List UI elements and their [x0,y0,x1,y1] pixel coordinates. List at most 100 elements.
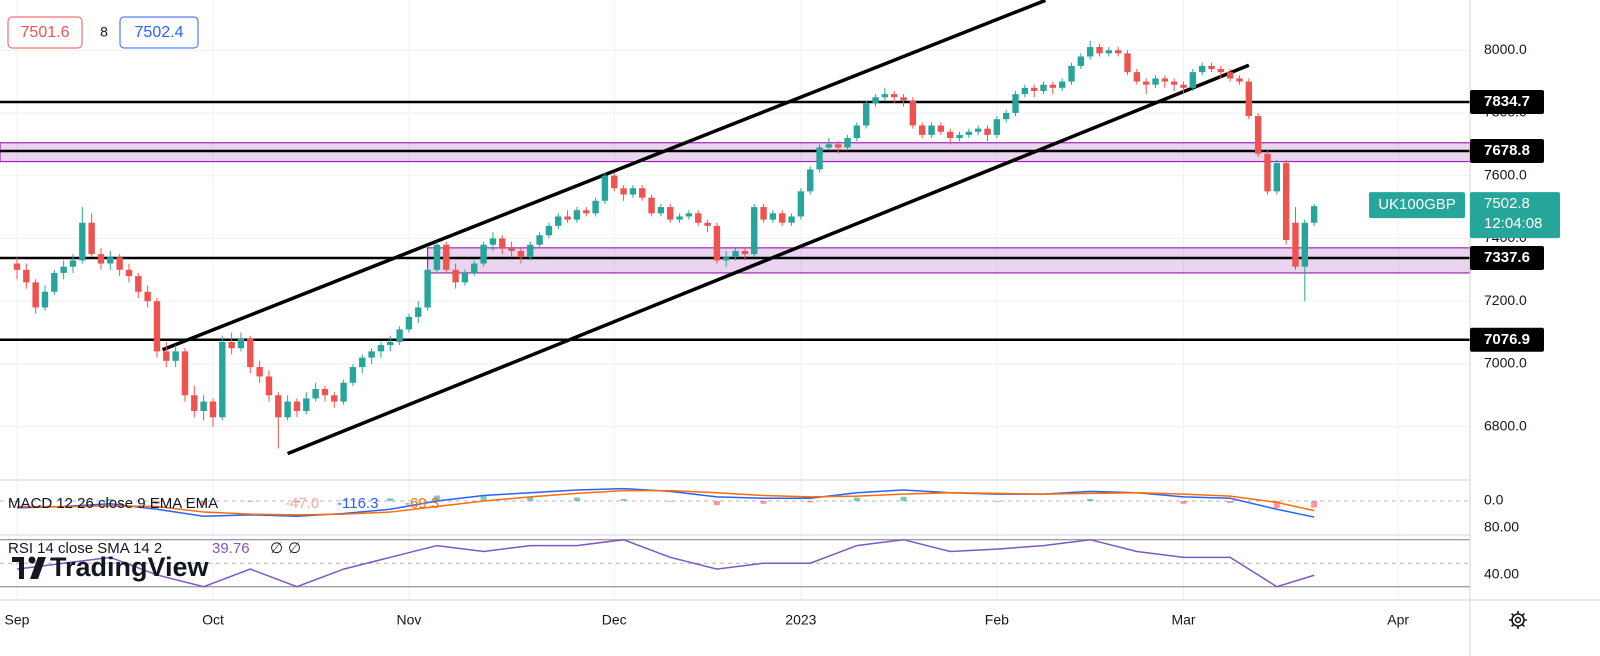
candle-body [1282,163,1290,240]
candle-body [200,401,207,411]
bid-box[interactable] [7,16,83,49]
bid: 7501.6 [21,24,70,41]
candle-body [555,216,562,226]
candle-body [508,247,515,251]
candle-body [1012,94,1019,113]
candle-body [396,329,403,342]
candle-body [1068,65,1075,82]
candle-body [284,401,291,418]
candle-body [891,94,898,98]
candle-body [984,128,991,135]
candle-body [349,367,357,383]
x-tick-label: Dec [602,612,627,628]
candle-body [1030,87,1038,91]
candle-body [592,200,599,214]
macd-histogram-bar [527,496,534,502]
candle-body [732,250,739,258]
macd-histogram-bar [853,497,860,502]
settings-icon[interactable] [1509,611,1527,629]
candle-body [769,213,777,220]
candle-body [293,401,301,411]
macd-histogram-bar [760,501,767,504]
level-label-box [1470,246,1544,271]
candle-body [489,238,497,245]
x-tick-label: 2023 [785,612,816,628]
macd-signal-value: -69.3 [405,495,439,512]
candle-body [881,94,889,98]
candle-body [844,138,851,148]
candle-body [517,250,525,258]
macd-histogram-bar [1227,501,1234,504]
macd-histogram-bar [433,495,440,502]
candle-body [956,134,963,139]
candle-body [443,244,450,270]
candle-body [433,244,441,270]
y-tick-label: 7200.0 [1484,292,1527,308]
macd-histogram-bar [713,501,720,506]
symbol-box [1369,192,1465,219]
ask-box[interactable] [119,16,199,49]
candle-body [153,301,161,352]
candle-body [303,398,310,411]
candle-body [573,210,581,220]
candle-body [900,97,907,101]
candle-body [60,266,67,273]
macd-histogram-bar [1087,498,1094,502]
candle-body [1058,81,1066,88]
x-tick-label: Oct [202,612,224,628]
rsi-tick-label: 80.00 [1484,519,1519,535]
macd-histogram-bar [1273,501,1280,508]
candle-body [387,341,394,346]
candle-body [480,244,487,264]
y-tick-label: 8000.0 [1484,41,1527,57]
macd-hist-value: -47.0 [285,495,319,512]
candle-body [685,213,693,217]
spread: 8 [100,24,108,40]
rsi-line [16,538,1315,588]
macd-histogram-bar [200,501,207,506]
candle-body [1180,84,1187,88]
candle-body [788,216,795,223]
candle-body [527,244,534,258]
macd-histogram-bar [620,498,627,502]
candle-body [797,191,805,217]
candle-body [461,272,469,283]
candle-body [415,307,422,317]
level-label: 7834.7 [1484,93,1530,110]
candle-body [377,345,385,352]
rsi-extra: ∅ [270,540,283,557]
rsi-legend: RSI 14 close SMA 14 2 [8,540,162,557]
candle-body [816,147,823,170]
candle-body [937,125,945,132]
macd-legend: MACD 12 26 close 9 EMA EMA [8,495,218,512]
macd-histogram-bar [1311,501,1318,508]
candle-body [965,131,973,135]
candle-body [88,222,95,255]
candle-body [545,225,553,236]
candle-body [1292,222,1299,267]
candle-body [116,257,123,270]
x-tick-label: Sep [5,612,30,628]
macd-histogram-bar [573,497,580,502]
x-tick-label: Feb [985,612,1009,628]
candle-body [909,100,917,126]
macd-histogram-bar [387,498,394,502]
last-price: 7502.8 [1484,195,1530,212]
last-price-box [1470,192,1560,239]
candle-body [1189,72,1197,88]
zone [426,247,1471,274]
candle-body [1114,50,1122,54]
y-tick-label: 6800.0 [1484,417,1527,433]
candle-body [1254,116,1262,154]
candle-body [41,291,49,308]
trend-line [161,0,1047,352]
candle-body [1002,112,1010,120]
candle-body [23,269,30,283]
candle-body [69,260,77,267]
candle-body [657,207,665,214]
signal-line [16,489,1315,516]
candle-body [135,276,142,292]
candle-body [340,382,347,402]
level-label-box [1470,138,1544,163]
